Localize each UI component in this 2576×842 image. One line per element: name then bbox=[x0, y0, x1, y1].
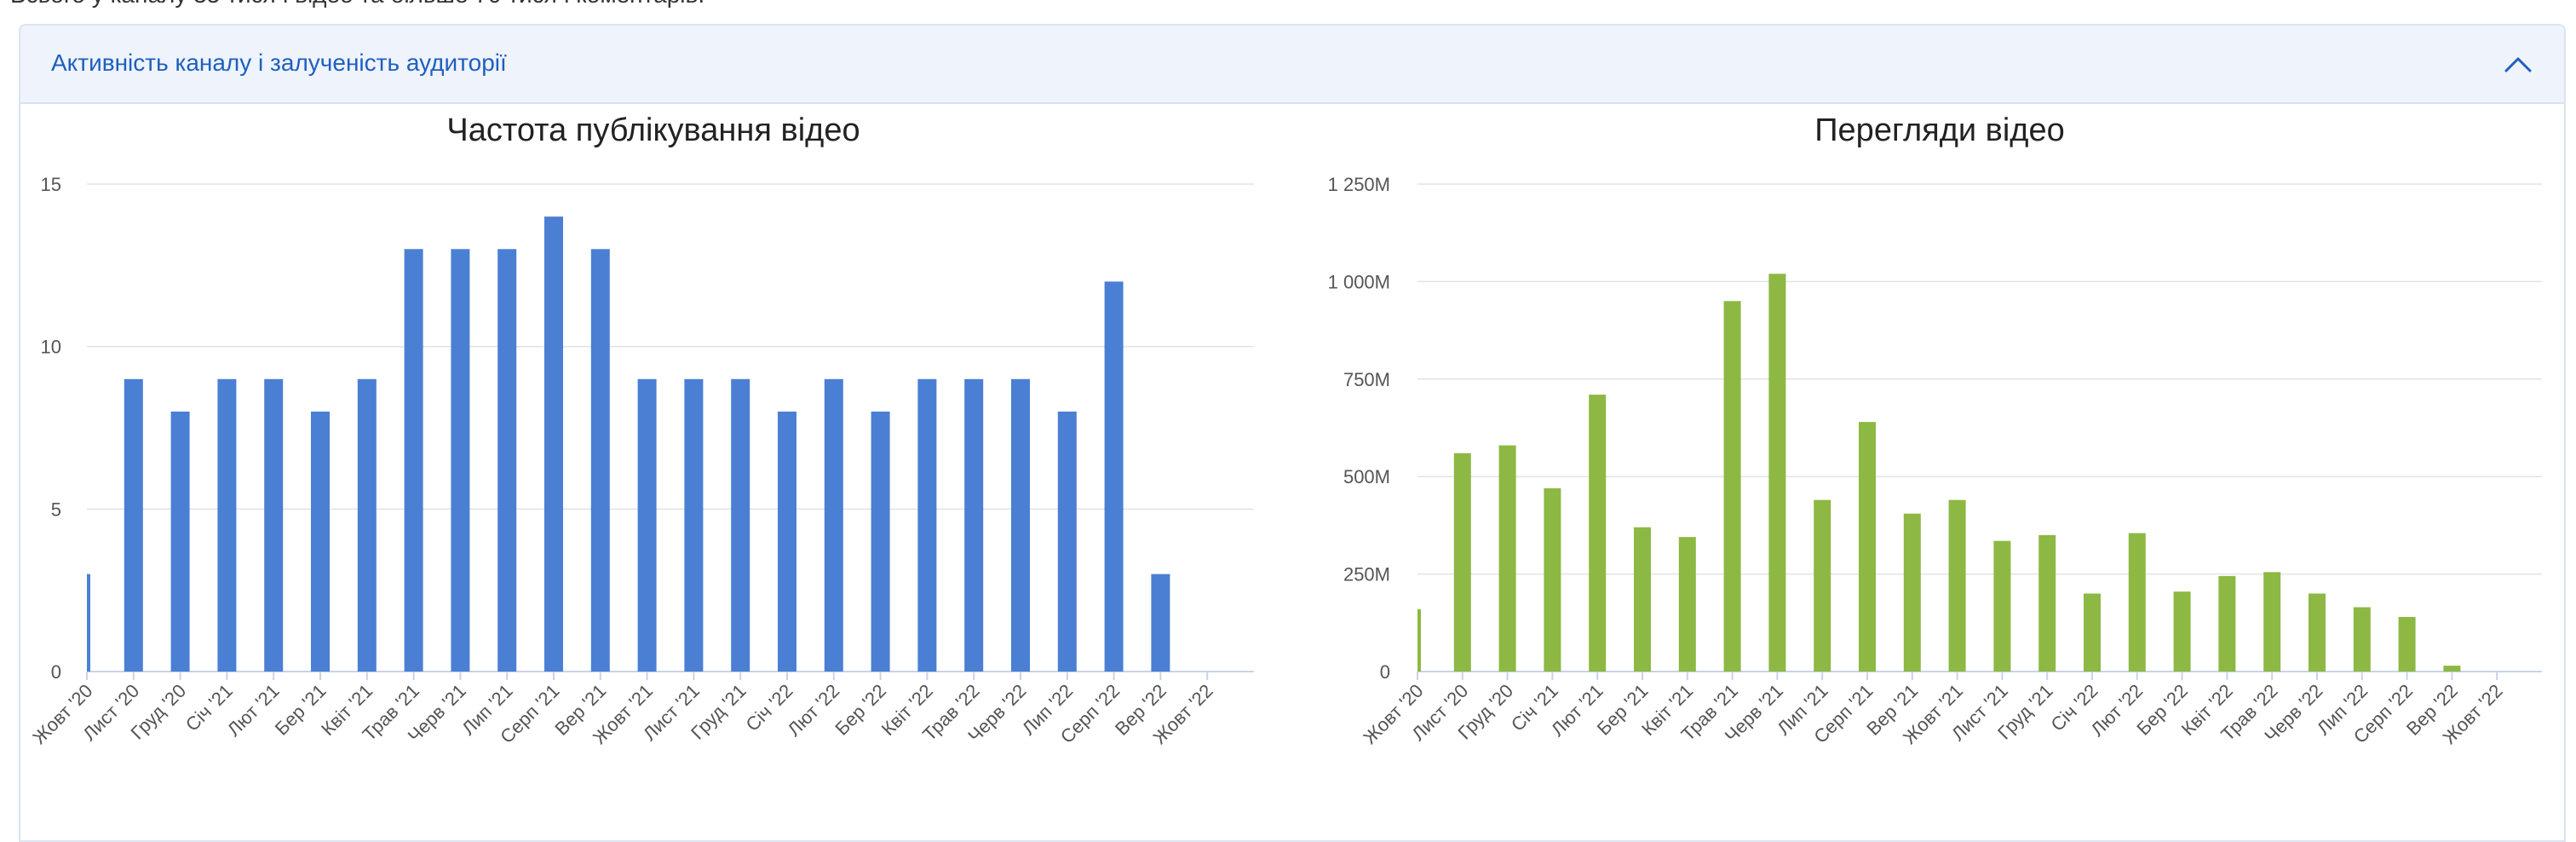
bar[interactable] bbox=[311, 411, 330, 672]
chevron-up-icon[interactable] bbox=[2501, 48, 2535, 82]
chart-title: Перегляди відео bbox=[1814, 112, 2065, 148]
intro-text: Всього у каналу 35 тисяч відео та більше… bbox=[10, 0, 704, 9]
bar[interactable] bbox=[1859, 422, 1876, 672]
bar[interactable] bbox=[1104, 281, 1124, 672]
bar[interactable] bbox=[2309, 593, 2326, 672]
bar[interactable] bbox=[404, 249, 423, 672]
bar[interactable] bbox=[217, 378, 237, 672]
bar[interactable] bbox=[964, 378, 984, 672]
bar[interactable] bbox=[1948, 499, 1966, 672]
bar[interactable] bbox=[1678, 537, 1696, 672]
bar[interactable] bbox=[1498, 445, 1516, 672]
x-tick-label: Бер '22 bbox=[831, 680, 890, 740]
y-tick-label: 10 bbox=[41, 337, 61, 358]
bar[interactable] bbox=[1417, 608, 1421, 672]
bar[interactable] bbox=[2443, 666, 2461, 672]
y-tick-label: 15 bbox=[41, 174, 61, 195]
y-tick-label: 5 bbox=[51, 499, 61, 520]
bar[interactable] bbox=[1634, 527, 1651, 672]
y-tick-label: 750M bbox=[1343, 369, 1390, 390]
bar[interactable] bbox=[451, 249, 470, 672]
bar[interactable] bbox=[1151, 574, 1170, 672]
bar[interactable] bbox=[1589, 395, 1607, 672]
bar[interactable] bbox=[871, 411, 890, 672]
bar[interactable] bbox=[2353, 607, 2371, 672]
panel-header[interactable]: Активність каналу і залученість аудиторі… bbox=[20, 26, 2564, 104]
bar[interactable] bbox=[2263, 572, 2281, 672]
y-tick-label: 500M bbox=[1343, 466, 1390, 487]
y-tick-label: 250M bbox=[1343, 564, 1390, 585]
bar[interactable] bbox=[1903, 513, 1921, 672]
bar[interactable] bbox=[590, 249, 610, 672]
bar[interactable] bbox=[357, 378, 377, 672]
bar[interactable] bbox=[170, 411, 190, 672]
bar[interactable] bbox=[1453, 453, 1471, 672]
bar[interactable] bbox=[1057, 411, 1077, 672]
bar[interactable] bbox=[1814, 499, 1831, 672]
y-tick-label: 1 000M bbox=[1328, 271, 1390, 292]
bar[interactable] bbox=[684, 378, 704, 672]
y-tick-label: 0 bbox=[1380, 661, 1390, 683]
video-views-chart: Перегляди відео 0 250M 500M 750M 1 000M 1 250… bbox=[1303, 102, 2576, 784]
bar[interactable] bbox=[637, 378, 657, 672]
bar[interactable] bbox=[1768, 274, 1786, 672]
bar[interactable] bbox=[824, 378, 843, 672]
bar[interactable] bbox=[124, 378, 143, 672]
bar[interactable] bbox=[2084, 593, 2101, 672]
bar[interactable] bbox=[544, 216, 563, 672]
chart-title: Частота публікування відео bbox=[446, 112, 860, 148]
panel-title[interactable]: Активність каналу і залученість аудиторі… bbox=[51, 49, 507, 76]
bar[interactable] bbox=[2038, 534, 2056, 672]
bar[interactable] bbox=[2218, 575, 2236, 672]
bar[interactable] bbox=[2173, 591, 2191, 672]
y-tick-label: 1 250M bbox=[1328, 174, 1390, 195]
bar[interactable] bbox=[1544, 487, 1561, 672]
bar[interactable] bbox=[1993, 540, 2011, 672]
bar[interactable] bbox=[264, 378, 284, 672]
x-tick-label: Бер '21 bbox=[271, 680, 331, 740]
bar[interactable] bbox=[87, 574, 90, 672]
x-tick-label: Лют '22 bbox=[783, 680, 843, 741]
activity-panel: Активність каналу і залученість аудиторі… bbox=[19, 24, 2566, 842]
y-tick-label: 0 bbox=[51, 661, 61, 683]
bar[interactable] bbox=[731, 378, 750, 672]
publishing-frequency-chart: Частота публікування відео 0 5 10 15 Жовт '2… bbox=[19, 102, 1288, 784]
bar[interactable] bbox=[2398, 616, 2416, 672]
bar[interactable] bbox=[497, 249, 517, 672]
bar[interactable] bbox=[778, 411, 796, 672]
bar[interactable] bbox=[2128, 533, 2146, 672]
bar[interactable] bbox=[917, 378, 937, 672]
bar[interactable] bbox=[1723, 301, 1741, 672]
x-tick-label: Лют '21 bbox=[223, 680, 284, 741]
bar[interactable] bbox=[1011, 378, 1030, 672]
